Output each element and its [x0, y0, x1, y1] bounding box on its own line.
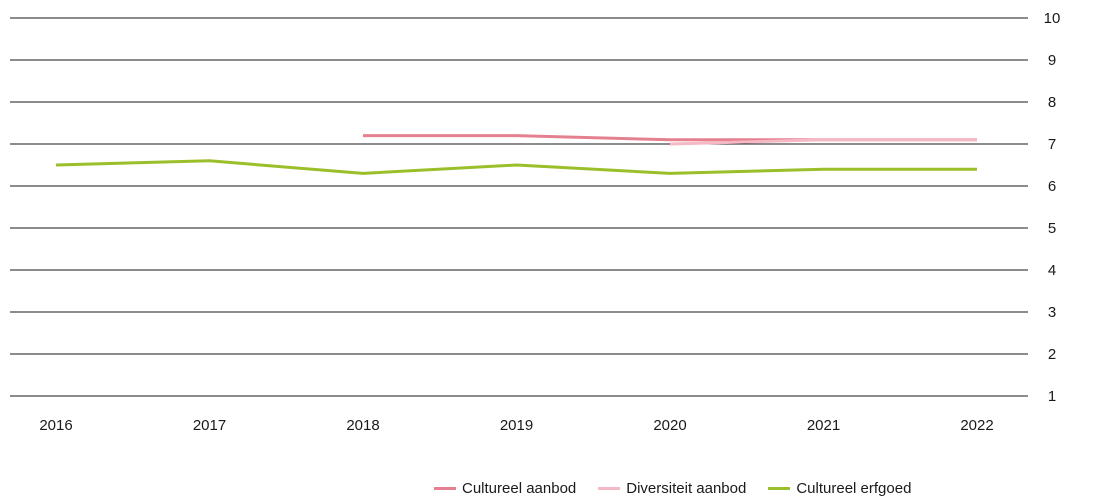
y-tick-labels: 1 2 3 4 5 6 7 8 9 10: [1044, 10, 1061, 405]
y-tick-label: 5: [1048, 220, 1056, 237]
legend-item-diversiteit-aanbod: Diversiteit aanbod: [598, 480, 746, 497]
legend-label-cultureel-erfgoed: Cultureel erfgoed: [796, 480, 912, 497]
x-tick-label: 2018: [346, 417, 379, 434]
legend-item-cultureel-erfgoed: Cultureel erfgoed: [768, 480, 911, 497]
y-tick-label: 2: [1048, 346, 1056, 363]
legend-swatch-cultureel-erfgoed: [768, 487, 791, 490]
y-tick-label: 10: [1044, 10, 1061, 27]
legend-swatch-diversiteit-aanbod: [598, 487, 621, 490]
y-tick-label: 3: [1048, 304, 1056, 321]
line-chart: 1 2 3 4 5 6 7 8 9 10 2016 2017 2018 2019 2020 2021 2022: [10, 10, 1061, 434]
y-tick-label: 1: [1048, 388, 1056, 405]
y-tick-label: 8: [1048, 94, 1056, 111]
series-line-cultureel-erfgoed: [55, 159, 977, 175]
x-tick-label: 2019: [500, 417, 533, 434]
x-tick-label: 2022: [960, 417, 993, 434]
x-tick-label: 2016: [39, 417, 72, 434]
legend-item-cultureel-aanbod: Cultureel aanbod: [434, 480, 576, 497]
legend: Cultureel aanbod Diversiteit aanbod Cult…: [434, 480, 911, 497]
y-tick-label: 9: [1048, 52, 1056, 69]
y-tick-label: 4: [1048, 262, 1056, 279]
legend-swatch-cultureel-aanbod: [434, 487, 456, 490]
series-line-diversiteit-aanbod: [669, 138, 977, 146]
x-tick-labels: 2016 2017 2018 2019 2020 2021 2022: [39, 417, 993, 434]
x-tick-label: 2020: [653, 417, 686, 434]
x-tick-label: 2021: [807, 417, 840, 434]
y-tick-label: 7: [1048, 136, 1056, 153]
y-tick-label: 6: [1048, 178, 1056, 195]
x-tick-label: 2017: [193, 417, 226, 434]
legend-label-diversiteit-aanbod: Diversiteit aanbod: [626, 480, 747, 497]
series-lines: [55, 134, 977, 175]
legend-label-cultureel-aanbod: Cultureel aanbod: [462, 480, 577, 497]
gridlines: [10, 17, 1028, 397]
